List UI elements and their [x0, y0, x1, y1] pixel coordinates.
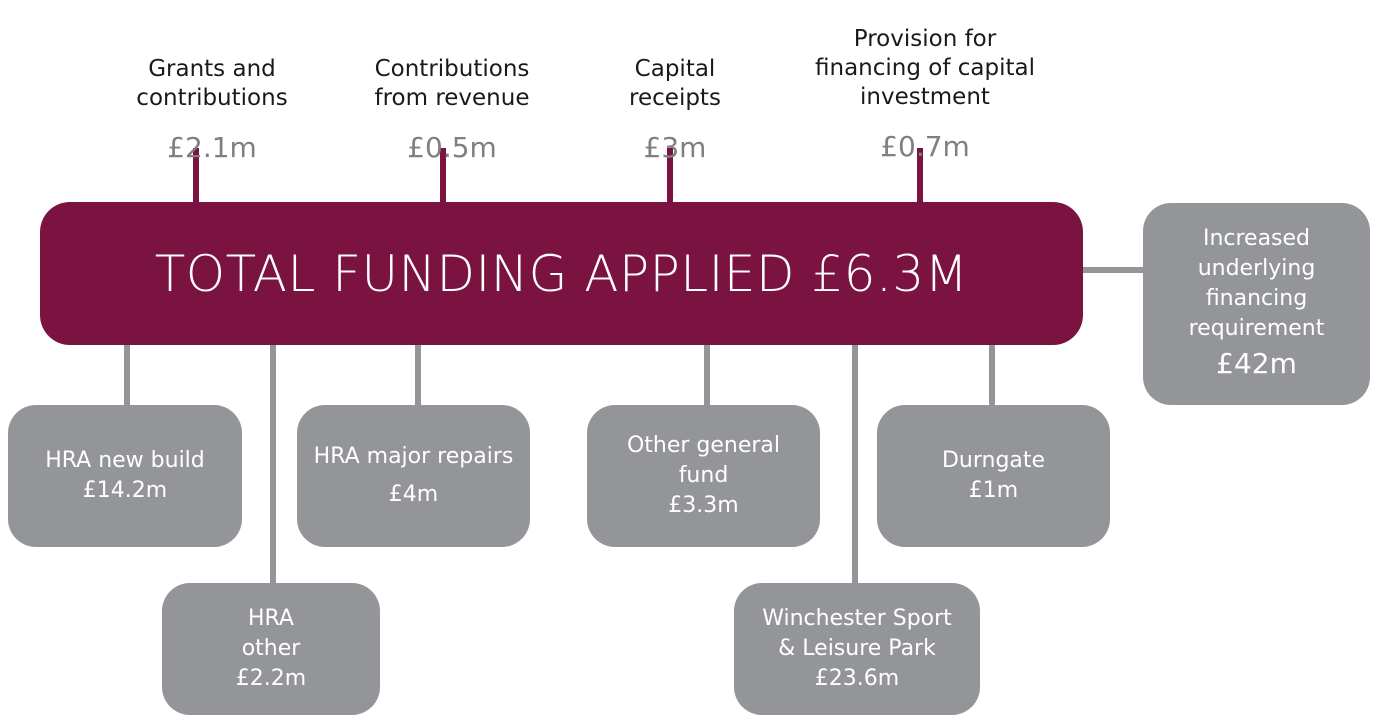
source-label: Provision for financing of capital inves… [815, 26, 1035, 110]
source: Capital receipts £3m [575, 36, 775, 183]
connector [704, 345, 710, 407]
source: Contributions from revenue £0.5m [332, 36, 572, 183]
use-box: Winchester Sport & Leisure Park £23.6m [734, 583, 980, 715]
use-label: Increased underlying financing requireme… [1188, 226, 1325, 341]
use-box: Other general fund £3.3m [587, 405, 820, 547]
source: Provision for financing of capital inves… [795, 6, 1055, 182]
use-box: HRA other £2.2m [162, 583, 380, 715]
use-label: Other general fund [626, 433, 781, 488]
use-box: Durngate £1m [877, 405, 1110, 547]
connector [270, 345, 276, 585]
use-label: HRA new build [45, 448, 205, 473]
connector [440, 148, 446, 204]
connector [667, 148, 673, 204]
connector [917, 148, 923, 204]
source-amount: £3m [643, 131, 707, 164]
connector [852, 345, 858, 585]
central-label: TOTAL FUNDING APPLIED £6.3M [154, 244, 969, 303]
connector [1083, 267, 1145, 273]
source-label: Capital receipts [629, 56, 721, 111]
connector [193, 148, 199, 204]
use-label: Winchester Sport & Leisure Park [762, 606, 952, 661]
use-label: HRA other [241, 606, 301, 661]
source-amount: £0.7m [880, 130, 970, 163]
use-label: HRA major repairs [313, 444, 514, 469]
use-box: HRA new build £14.2m [8, 405, 242, 547]
use-amount: £42m [1216, 347, 1297, 380]
use-amount: £3.3m [668, 493, 739, 518]
use-amount: £1m [968, 478, 1019, 503]
use-box: Increased underlying financing requireme… [1143, 203, 1370, 405]
source: Grants and contributions £2.1m [92, 36, 332, 183]
use-amount: £23.6m [814, 666, 900, 691]
source-label: Grants and contributions [136, 56, 288, 111]
connector [989, 345, 995, 407]
central-box: TOTAL FUNDING APPLIED £6.3M [40, 202, 1083, 345]
source-amount: £2.1m [167, 131, 257, 164]
use-amount: £4m [388, 482, 439, 507]
connector [124, 345, 130, 407]
use-amount: £2.2m [235, 666, 307, 691]
use-amount: £14.2m [82, 478, 168, 503]
source-label: Contributions from revenue [374, 56, 530, 111]
use-box: HRA major repairs £4m [297, 405, 530, 547]
connector [415, 345, 421, 407]
source-amount: £0.5m [407, 131, 497, 164]
use-label: Durngate [941, 448, 1046, 473]
